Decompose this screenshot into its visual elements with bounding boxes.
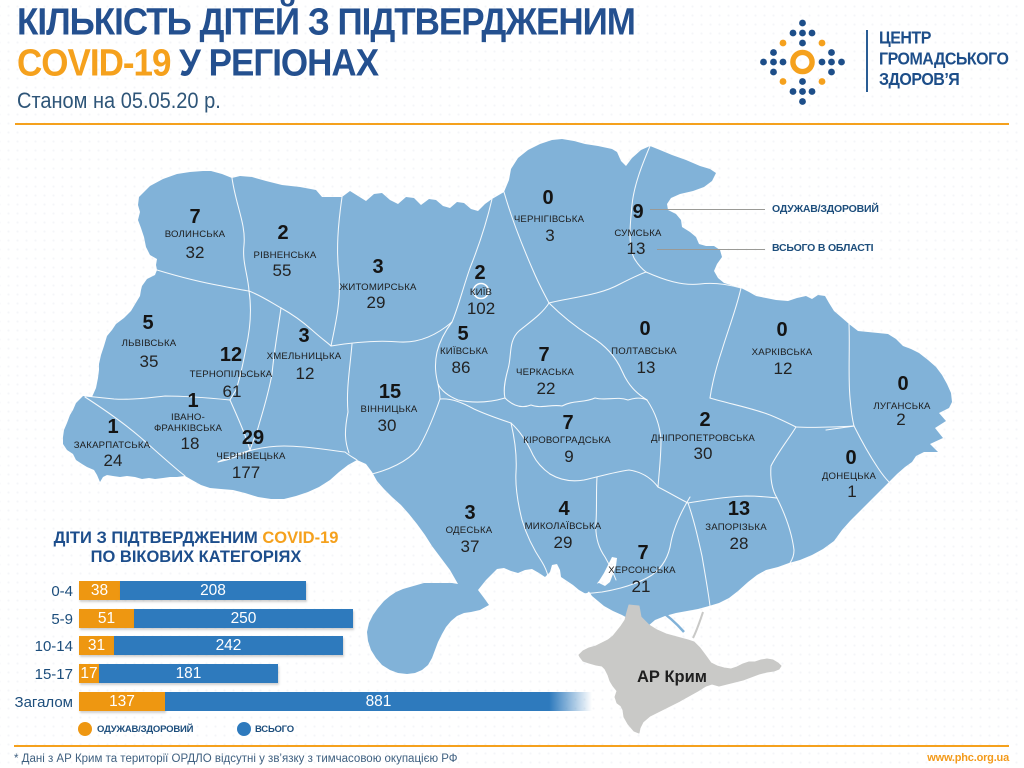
svg-text:ЛУГАНСЬКА: ЛУГАНСЬКА	[873, 401, 931, 412]
svg-text:18: 18	[181, 434, 200, 453]
svg-text:ЖИТОМИРСЬКА: ЖИТОМИРСЬКА	[339, 282, 417, 293]
svg-text:12: 12	[296, 364, 315, 383]
svg-text:0: 0	[542, 187, 553, 209]
svg-text:АР Крим: АР Крим	[637, 668, 707, 686]
svg-text:61: 61	[223, 382, 242, 401]
svg-text:12: 12	[220, 344, 242, 366]
svg-text:ЗАКАРПАТСЬКА: ЗАКАРПАТСЬКА	[74, 440, 151, 451]
svg-text:5: 5	[142, 312, 153, 334]
svg-text:ЛЬВІВСЬКА: ЛЬВІВСЬКА	[122, 338, 177, 349]
svg-text:13: 13	[637, 358, 656, 377]
svg-text:КИЇВСЬКА: КИЇВСЬКА	[440, 346, 488, 357]
svg-text:4: 4	[558, 498, 570, 520]
svg-text:3: 3	[464, 502, 475, 524]
svg-text:СУМСЬКА: СУМСЬКА	[614, 228, 662, 239]
svg-text:3: 3	[372, 256, 383, 278]
svg-text:28: 28	[730, 534, 749, 553]
svg-text:2: 2	[699, 409, 710, 431]
svg-text:ЧЕРКАСЬКА: ЧЕРКАСЬКА	[516, 367, 574, 378]
svg-text:ЧЕРНІГІВСЬКА: ЧЕРНІГІВСЬКА	[514, 214, 585, 225]
svg-text:55: 55	[273, 261, 292, 280]
svg-text:КІРОВОГРАДСЬКА: КІРОВОГРАДСЬКА	[523, 435, 611, 446]
svg-text:0: 0	[639, 318, 650, 340]
svg-text:ХАРКІВСЬКА: ХАРКІВСЬКА	[752, 347, 813, 358]
svg-text:9: 9	[564, 447, 573, 466]
svg-text:ХЕРСОНСЬКА: ХЕРСОНСЬКА	[608, 565, 676, 576]
svg-text:15: 15	[379, 381, 401, 403]
svg-text:ПОЛТАВСЬКА: ПОЛТАВСЬКА	[611, 346, 677, 357]
svg-text:21: 21	[632, 577, 651, 596]
svg-text:7: 7	[189, 206, 200, 228]
svg-text:2: 2	[277, 222, 288, 244]
svg-text:0: 0	[897, 373, 908, 395]
svg-text:29: 29	[367, 293, 386, 312]
svg-text:3: 3	[545, 226, 554, 245]
svg-text:5: 5	[457, 323, 468, 345]
svg-text:177: 177	[232, 463, 260, 482]
svg-text:13: 13	[728, 498, 750, 520]
svg-text:29: 29	[242, 427, 264, 449]
svg-text:0: 0	[845, 447, 856, 469]
svg-text:1: 1	[847, 482, 856, 501]
svg-text:32: 32	[186, 243, 205, 262]
svg-text:МИКОЛАЇВСЬКА: МИКОЛАЇВСЬКА	[525, 521, 602, 532]
svg-text:30: 30	[378, 416, 397, 435]
svg-text:ІВАНО-: ІВАНО-	[171, 412, 205, 423]
svg-text:ЧЕРНІВЕЦЬКА: ЧЕРНІВЕЦЬКА	[216, 451, 286, 462]
svg-text:ХМЕЛЬНИЦЬКА: ХМЕЛЬНИЦЬКА	[267, 351, 342, 362]
svg-text:22: 22	[537, 379, 556, 398]
svg-text:ДОНЕЦЬКА: ДОНЕЦЬКА	[822, 471, 877, 482]
svg-text:3: 3	[298, 325, 309, 347]
svg-text:ОДЕСЬКА: ОДЕСЬКА	[446, 525, 493, 536]
svg-text:7: 7	[562, 412, 573, 434]
svg-text:1: 1	[107, 416, 118, 438]
svg-text:7: 7	[538, 344, 549, 366]
svg-text:24: 24	[104, 451, 123, 470]
svg-text:ТЕРНОПІЛЬСЬКА: ТЕРНОПІЛЬСЬКА	[190, 369, 273, 380]
svg-text:12: 12	[774, 359, 793, 378]
svg-text:30: 30	[694, 444, 713, 463]
svg-text:ЗАПОРІЗЬКА: ЗАПОРІЗЬКА	[705, 522, 767, 533]
svg-text:29: 29	[554, 533, 573, 552]
svg-text:2: 2	[474, 262, 485, 284]
svg-text:7: 7	[637, 542, 648, 564]
svg-text:35: 35	[140, 352, 159, 371]
svg-text:86: 86	[452, 358, 471, 377]
svg-text:9: 9	[632, 201, 643, 223]
svg-text:1: 1	[187, 390, 198, 412]
svg-text:2: 2	[896, 410, 905, 429]
svg-text:ВІННИЦЬКА: ВІННИЦЬКА	[361, 404, 418, 415]
svg-text:37: 37	[461, 537, 480, 556]
svg-text:13: 13	[627, 239, 646, 258]
svg-text:ВОЛИНСЬКА: ВОЛИНСЬКА	[165, 229, 226, 240]
svg-text:КИЇВ: КИЇВ	[470, 287, 492, 298]
svg-text:ДНІПРОПЕТРОВСЬКА: ДНІПРОПЕТРОВСЬКА	[651, 433, 755, 444]
svg-text:ФРАНКІВСЬКА: ФРАНКІВСЬКА	[154, 423, 223, 434]
svg-text:102: 102	[467, 299, 495, 318]
svg-text:0: 0	[776, 319, 787, 341]
svg-text:РІВНЕНСЬКА: РІВНЕНСЬКА	[254, 250, 317, 261]
